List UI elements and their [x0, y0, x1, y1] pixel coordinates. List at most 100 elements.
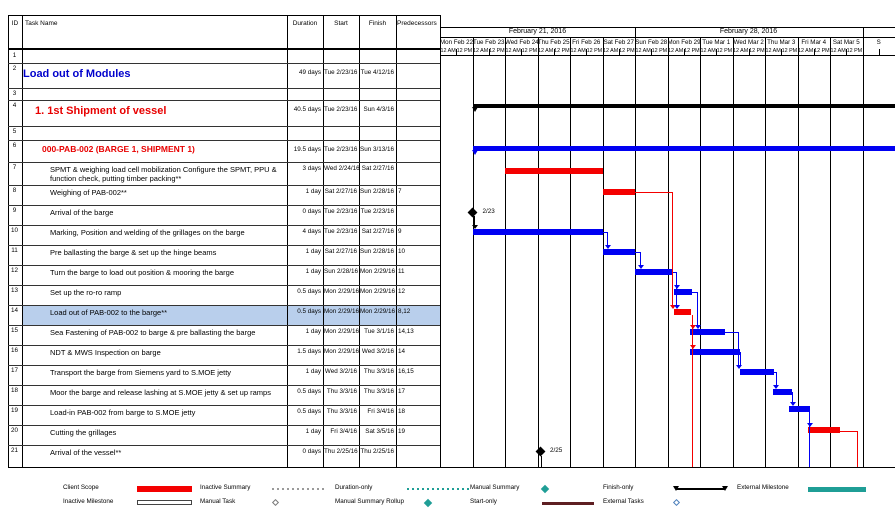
col-header-finish[interactable]: Finish — [368, 20, 387, 27]
gantt-bar-task-11[interactable] — [602, 249, 635, 255]
gantt-bar-task-10[interactable] — [472, 229, 603, 235]
col-header-start[interactable]: Start — [334, 20, 348, 27]
task-finish-cell[interactable]: Thu 3/3/16 — [363, 368, 394, 375]
task-finish-cell[interactable]: Tue 2/23/16 — [360, 208, 394, 215]
gantt-bar-task-12[interactable] — [635, 269, 673, 275]
gantt-bar-task-7[interactable] — [505, 168, 603, 174]
task-finish-cell[interactable]: Mon 2/29/16 — [360, 308, 396, 315]
task-name-cell[interactable]: Pre ballasting the barge & set up the hi… — [50, 248, 217, 257]
task-finish-cell[interactable]: Sat 3/5/16 — [365, 428, 394, 435]
task-start-cell[interactable]: Tue 2/23/16 — [324, 106, 358, 113]
task-id-cell[interactable]: 16 — [10, 347, 18, 354]
task-finish-cell[interactable]: Wed 3/2/16 — [361, 348, 394, 355]
task-name-cell[interactable]: Turn the barge to load out position & mo… — [50, 268, 235, 277]
gantt-bar-task-6[interactable] — [472, 146, 895, 151]
gantt-bar-task-19[interactable] — [789, 406, 810, 412]
task-predecessors-cell[interactable]: 18 — [398, 408, 406, 415]
task-duration-cell[interactable]: 0.5 days — [297, 408, 321, 415]
task-start-cell[interactable]: Wed 2/24/16 — [324, 165, 360, 172]
gantt-bar-task-20[interactable] — [808, 427, 840, 433]
task-id-cell[interactable]: 17 — [10, 367, 18, 374]
task-name-cell[interactable]: Moor the barge and release lashing at S.… — [50, 388, 271, 397]
gantt-bar-task-16[interactable] — [690, 349, 740, 355]
task-start-cell[interactable]: Thu 3/3/16 — [326, 388, 357, 395]
task-name-cell[interactable]: Arrival of the barge — [50, 208, 114, 217]
task-start-cell[interactable]: Tue 2/23/16 — [324, 146, 358, 153]
task-finish-cell[interactable]: Tue 3/1/16 — [364, 328, 394, 335]
task-name-cell[interactable]: Marking, Position and welding of the gri… — [50, 228, 245, 237]
task-id-cell[interactable]: 5 — [12, 128, 17, 135]
task-start-cell[interactable]: Mon 2/29/16 — [324, 328, 360, 335]
task-duration-cell[interactable]: 0.5 days — [297, 388, 321, 395]
task-id-cell[interactable]: 21 — [10, 447, 18, 454]
task-name-cell[interactable]: Load out of Modules — [23, 68, 131, 80]
task-predecessors-cell[interactable]: 17 — [398, 388, 406, 395]
task-start-cell[interactable]: Thu 2/25/16 — [324, 448, 358, 455]
gantt-bar-task-8[interactable] — [602, 189, 635, 195]
col-header-predecessors[interactable]: Predecessors — [397, 20, 437, 27]
task-name-cell[interactable]: Transport the barge from Siemens yard to… — [50, 368, 232, 377]
task-id-cell[interactable]: 1 — [12, 52, 17, 59]
task-start-cell[interactable]: Tue 2/23/16 — [324, 69, 358, 76]
task-id-cell[interactable]: 2 — [12, 65, 17, 72]
task-finish-cell[interactable]: Sun 3/13/16 — [360, 146, 394, 153]
task-duration-cell[interactable]: 1 day — [305, 188, 321, 195]
task-start-cell[interactable]: Mon 2/29/16 — [324, 308, 360, 315]
task-finish-cell[interactable]: Tue 4/12/16 — [360, 69, 394, 76]
task-finish-cell[interactable]: Sun 2/28/16 — [360, 248, 394, 255]
task-finish-cell[interactable]: Fri 3/4/16 — [367, 408, 394, 415]
gantt-bar-task-15[interactable] — [690, 329, 725, 335]
task-start-cell[interactable]: Sun 2/28/16 — [324, 268, 358, 275]
task-duration-cell[interactable]: 1 day — [305, 248, 321, 255]
task-finish-cell[interactable]: Sun 2/28/16 — [360, 188, 394, 195]
task-duration-cell[interactable]: 40.5 days — [293, 106, 321, 113]
task-name-cell[interactable]: 000-PAB-002 (BARGE 1, SHIPMENT 1) — [42, 144, 195, 154]
task-start-cell[interactable]: Sat 2/27/16 — [324, 188, 357, 195]
task-duration-cell[interactable]: 3 days — [302, 165, 321, 172]
col-header-task-name[interactable]: Task Name — [25, 20, 58, 27]
task-duration-cell[interactable]: 0.5 days — [297, 308, 321, 315]
task-id-cell[interactable]: 4 — [12, 102, 17, 109]
task-name-cell[interactable]: Load-in PAB-002 from barge to S.MOE jett… — [50, 408, 196, 417]
task-name-cell[interactable]: Set up the ro-ro ramp — [50, 288, 122, 297]
task-duration-cell[interactable]: 1 day — [305, 328, 321, 335]
task-id-cell[interactable]: 11 — [11, 247, 18, 254]
task-id-cell[interactable]: 7 — [12, 164, 17, 171]
task-finish-cell[interactable]: Mon 2/29/16 — [360, 288, 396, 295]
task-id-cell[interactable]: 8 — [12, 187, 17, 194]
task-duration-cell[interactable]: 19.5 days — [293, 146, 321, 153]
gantt-milestone-diamond[interactable] — [467, 207, 478, 217]
task-duration-cell[interactable]: 0 days — [302, 448, 321, 455]
task-predecessors-cell[interactable]: 19 — [398, 428, 406, 435]
task-id-cell[interactable]: 13 — [10, 287, 18, 294]
task-predecessors-cell[interactable]: 11 — [398, 268, 405, 275]
task-duration-cell[interactable]: 1 day — [305, 268, 321, 275]
task-id-cell[interactable]: 12 — [10, 267, 18, 274]
task-predecessors-cell[interactable]: 7 — [398, 188, 402, 195]
task-id-cell[interactable]: 15 — [10, 327, 18, 334]
gantt-bar-task-14[interactable] — [674, 309, 691, 315]
task-predecessors-cell[interactable]: 14,13 — [398, 328, 414, 335]
task-start-cell[interactable]: Sat 2/27/16 — [324, 248, 357, 255]
task-duration-cell[interactable]: 1 day — [305, 428, 321, 435]
task-name-cell[interactable]: Cutting the grillages — [50, 428, 117, 437]
task-duration-cell[interactable]: 1.5 days — [297, 348, 321, 355]
task-duration-cell[interactable]: 4 days — [302, 228, 321, 235]
task-id-cell[interactable]: 6 — [12, 142, 17, 149]
task-duration-cell[interactable]: 0.5 days — [297, 288, 321, 295]
task-id-cell[interactable]: 19 — [10, 407, 18, 414]
gantt-bar-task-18[interactable] — [773, 389, 792, 395]
task-name-cell[interactable]: SPMT & weighing load cell mobilization C… — [50, 165, 277, 184]
task-start-cell[interactable]: Thu 3/3/16 — [326, 408, 357, 415]
gantt-bar-task-13[interactable] — [674, 289, 692, 295]
gantt-bar-task-17[interactable] — [740, 369, 774, 375]
task-name-cell[interactable]: Sea Fastening of PAB-002 to barge & pre … — [50, 328, 256, 337]
task-name-cell[interactable]: Weighing of PAB-002** — [50, 188, 127, 197]
task-start-cell[interactable]: Fri 3/4/16 — [330, 428, 357, 435]
task-predecessors-cell[interactable]: 16,15 — [398, 368, 414, 375]
task-duration-cell[interactable]: 1 day — [305, 368, 321, 375]
task-name-cell[interactable]: 1. 1st Shipment of vessel — [35, 105, 167, 117]
task-name-cell[interactable]: Load out of PAB-002 to the barge** — [50, 308, 168, 317]
task-id-cell[interactable]: 10 — [10, 227, 18, 234]
task-finish-cell[interactable]: Mon 2/29/16 — [360, 268, 396, 275]
